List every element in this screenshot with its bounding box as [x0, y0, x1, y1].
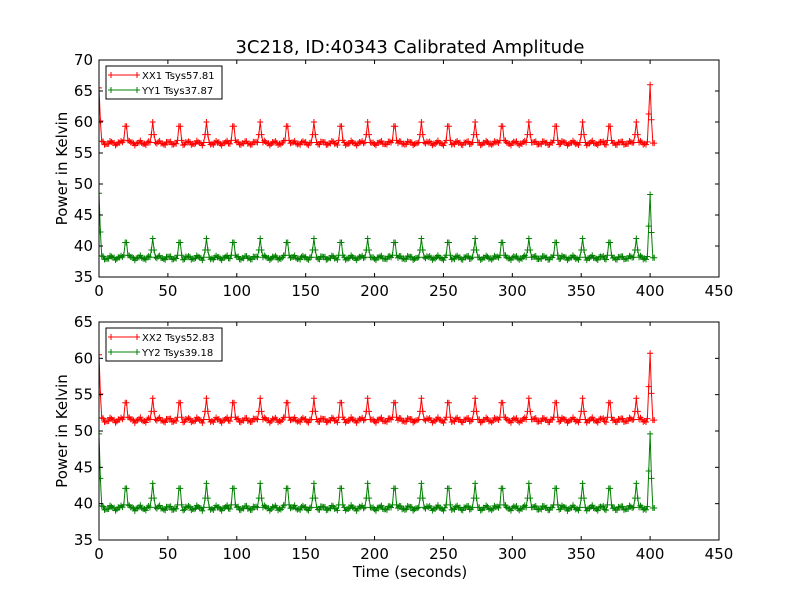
x-tick-label: 0: [94, 282, 104, 300]
series-line: [99, 433, 655, 513]
x-tick-label: 200: [360, 282, 389, 300]
figure-title: 3C218, ID:40343 Calibrated Amplitude: [235, 37, 584, 58]
y-tick-label: 65: [74, 313, 93, 331]
series-markers: [99, 81, 658, 149]
y-tick-label: 55: [74, 144, 93, 162]
series-markers: [99, 430, 658, 514]
x-tick-label: 300: [498, 545, 527, 563]
y-tick-label: 50: [74, 175, 93, 193]
x-tick-label: 100: [222, 545, 251, 563]
y-tick-label: 40: [74, 495, 93, 513]
axes-frame: [98, 59, 720, 278]
plot-area: [99, 350, 658, 514]
legend-marker: [108, 72, 140, 78]
y-tick-label: 45: [74, 206, 93, 224]
y-tick-label: 60: [74, 113, 93, 131]
x-tick-label: 250: [429, 545, 458, 563]
series-xx-group: [99, 350, 658, 426]
legend-box: [105, 65, 223, 100]
x-tick-label: 100: [222, 282, 251, 300]
y-tick-label: 50: [74, 422, 93, 440]
x-tick-label: 150: [291, 282, 320, 300]
y-tick-label: 45: [74, 458, 93, 476]
x-tick-label: 50: [158, 545, 177, 563]
legend-marker: [108, 349, 140, 355]
legend-entry-xx: XX1 Tsys57.81: [142, 71, 215, 82]
legend-marker: [108, 334, 140, 340]
x-tick-label: 450: [705, 545, 734, 563]
legend-entry-yy: YY1 Tsys37.87: [141, 86, 213, 97]
x-tick-label: 50: [158, 282, 177, 300]
legend: XX2 Tsys52.83 YY2 Tsys39.18: [105, 327, 223, 362]
legend-entry-yy: YY2 Tsys39.18: [141, 348, 213, 359]
y-tick-label: 65: [74, 82, 93, 100]
series-line: [99, 193, 655, 262]
legend: XX1 Tsys57.81 YY1 Tsys37.87: [105, 65, 223, 100]
legend-entry-xx: XX2 Tsys52.83: [142, 333, 215, 344]
y-tick-label: 35: [74, 531, 93, 549]
legend-box: [105, 327, 223, 362]
series-markers: [99, 190, 658, 264]
y-tick-label: 60: [74, 349, 93, 367]
x-tick-label: 350: [567, 282, 596, 300]
x-tick-label: 400: [636, 282, 665, 300]
x-axis-label: Time (seconds): [352, 563, 468, 581]
series-yy-group: [99, 430, 658, 514]
lower-panel: 0 50 100 150 200 250 300 350 400 450 35 40 45 50 55 60 6…: [53, 313, 733, 563]
x-tick-label: 200: [360, 545, 389, 563]
series-markers: [99, 350, 658, 426]
y-tick-label: 40: [74, 237, 93, 255]
x-tick-label: 400: [636, 545, 665, 563]
x-tick-label: 150: [291, 545, 320, 563]
x-tick-label: 0: [94, 545, 104, 563]
x-tick-label: 300: [498, 282, 527, 300]
series-xx-group: [99, 81, 658, 149]
x-tick-label: 450: [705, 282, 734, 300]
plot-area: [99, 81, 658, 264]
x-tick-label: 350: [567, 545, 596, 563]
x-tick-label: 250: [429, 282, 458, 300]
series-yy-group: [99, 190, 658, 264]
series-line: [99, 353, 655, 425]
upper-panel: 0 50 100 150 200 250 300 350 400 450 35 40 45 50 55 60 6…: [53, 51, 733, 300]
y-tick-label: 55: [74, 386, 93, 404]
y-tick-label: 70: [74, 51, 93, 69]
y-axis-label: Power in Kelvin: [53, 374, 71, 488]
y-axis-label: Power in Kelvin: [53, 112, 71, 226]
legend-marker: [108, 87, 140, 93]
y-tick-label: 35: [74, 268, 93, 286]
